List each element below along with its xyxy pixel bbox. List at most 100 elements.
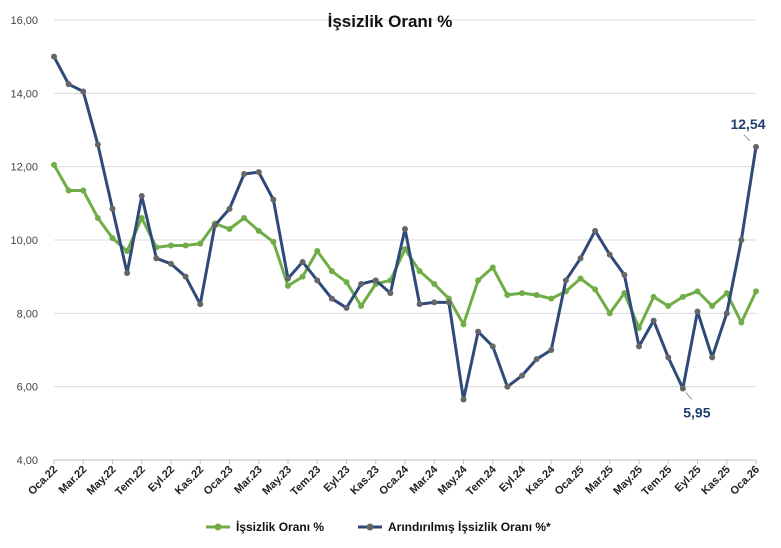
x-axis: Oca.22Mar.22May.22Tem.22Eyl.22Kas.22Oca.… [26,459,762,499]
data-point [299,273,306,280]
x-tick-label: May.24 [436,463,470,497]
data-point [51,53,57,60]
data-point [679,293,686,300]
data-point [226,205,233,212]
x-tick-label: Mar.23 [232,464,265,497]
annotation-label: 12,54 [730,116,765,132]
x-tick-label: Kas.22 [173,464,207,498]
data-point [753,288,759,295]
data-point [226,226,233,232]
data-point [665,303,672,309]
data-point [285,282,291,289]
data-point [489,264,496,271]
data-point [343,279,350,286]
data-point [402,226,408,232]
data-point [270,238,277,245]
data-point [636,343,642,350]
data-point [168,260,174,267]
data-point [621,271,628,278]
x-tick-label: Eyl.22 [146,464,177,495]
data-point [665,354,672,361]
data-point [753,143,759,150]
data-point [197,301,204,308]
x-tick-label: May.22 [85,464,119,498]
data-point [606,310,613,317]
x-tick-label: Mar.25 [583,464,616,497]
x-tick-label: Eyl.25 [673,464,704,495]
legend-swatch-marker [214,523,222,531]
data-point [460,321,467,328]
annotations: 12,54 5,95 [683,116,765,421]
data-point [343,304,350,311]
legend-label: Arındırılmış İşsizlik Oranı %* [388,519,551,534]
data-point [241,215,248,221]
data-point [577,275,584,282]
data-point [504,383,511,390]
x-tick-label: Eyl.23 [322,464,353,495]
data-point [80,187,87,194]
data-point [431,299,438,306]
data-point [402,246,408,253]
x-tick-label: Oca.26 [728,464,762,498]
data-point [197,240,204,247]
data-point [51,161,57,168]
x-tick-label: Kas.24 [524,463,558,497]
legend-swatch-marker [366,523,374,531]
x-tick-label: Oca.22 [26,464,60,498]
data-point [138,215,145,221]
data-point [650,293,657,300]
data-point [387,290,394,297]
data-point [211,222,218,229]
data-point [621,290,628,297]
data-point [65,81,72,88]
data-point [182,242,189,249]
data-point [694,308,701,315]
data-point [650,317,657,324]
data-point [723,290,730,297]
y-tick-label: 8,00 [17,308,38,320]
y-tick-label: 14,00 [10,88,38,100]
data-point [94,215,101,221]
data-point [679,385,686,392]
annotation-leader [743,134,751,142]
data-point [314,248,321,254]
data-point [723,310,730,317]
data-point [416,301,423,308]
data-point [372,277,379,284]
x-tick-label: Tem.22 [113,464,148,499]
data-point [592,227,599,234]
data-point [475,328,482,335]
data-point [694,288,701,295]
x-tick-label: May.25 [611,464,645,498]
data-point [299,259,306,265]
x-tick-label: Oca.23 [202,464,236,498]
data-point [548,295,555,302]
data-point [124,270,131,276]
data-point [153,255,160,262]
data-point [65,187,72,194]
y-tick-label: 6,00 [17,382,38,394]
y-axis: 4,00 6,00 8,00 10,00 12,00 14,00 16,00 [10,15,38,467]
data-point [94,141,101,148]
data-point [562,277,569,284]
x-tick-label: Kas.23 [348,464,382,498]
x-tick-label: May.23 [260,464,294,498]
x-tick-label: Oca.25 [553,464,587,498]
data-point [109,235,116,242]
data-point [533,292,540,298]
data-point [460,396,467,403]
data-point [416,268,423,275]
y-tick-label: 10,00 [10,235,38,247]
x-tick-label: Tem.24 [464,463,499,498]
data-point [314,277,321,284]
data-point [431,281,438,287]
data-point [255,169,262,176]
data-point [548,347,555,353]
data-point [182,273,189,280]
data-point [606,251,613,258]
data-point [328,295,335,302]
data-point [168,242,174,249]
grid [54,19,756,461]
